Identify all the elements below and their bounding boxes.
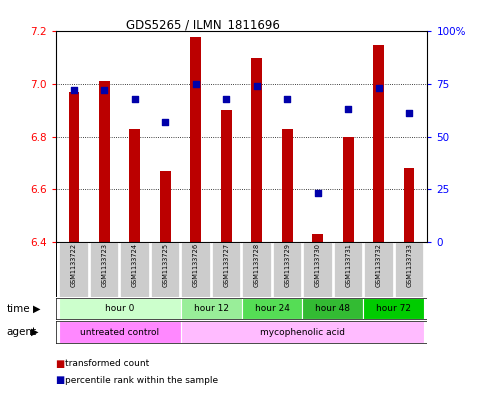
Text: GDS5265 / ILMN_1811696: GDS5265 / ILMN_1811696 [126, 18, 280, 31]
Bar [302, 298, 363, 319]
Bar [58, 298, 181, 319]
Text: GSM1133733: GSM1133733 [406, 243, 412, 287]
Point [375, 85, 383, 91]
Point [100, 87, 108, 94]
Text: GSM1133728: GSM1133728 [254, 243, 260, 287]
Bar [181, 298, 242, 319]
Bar [181, 321, 425, 343]
Bar [334, 242, 362, 297]
Bar [343, 137, 354, 242]
Bar [212, 242, 240, 297]
Point [161, 119, 169, 125]
Text: GSM1133724: GSM1133724 [132, 243, 138, 287]
Bar [69, 92, 79, 242]
Bar [363, 298, 425, 319]
Text: hour 48: hour 48 [315, 304, 351, 313]
Text: untreated control: untreated control [80, 328, 159, 336]
Bar [58, 321, 181, 343]
Point [284, 95, 291, 102]
Text: agent: agent [6, 327, 36, 337]
Bar [90, 242, 118, 297]
Bar [242, 242, 271, 297]
Bar [404, 168, 414, 242]
Text: hour 72: hour 72 [376, 304, 412, 313]
Point [131, 95, 139, 102]
Text: GSM1133732: GSM1133732 [376, 243, 382, 287]
Text: GSM1133729: GSM1133729 [284, 243, 290, 287]
Text: ■: ■ [56, 375, 65, 386]
Bar [303, 242, 332, 297]
Point [344, 106, 352, 112]
Bar [151, 242, 179, 297]
Bar [282, 129, 293, 242]
Bar [129, 129, 140, 242]
Bar [181, 242, 210, 297]
Text: GSM1133725: GSM1133725 [162, 243, 168, 287]
Bar [364, 242, 393, 297]
Text: GSM1133726: GSM1133726 [193, 243, 199, 287]
Bar [272, 242, 301, 297]
Text: ▶: ▶ [31, 327, 39, 337]
Text: GSM1133723: GSM1133723 [101, 243, 107, 287]
Point [253, 83, 261, 89]
Point [222, 95, 230, 102]
Bar [395, 242, 423, 297]
Point [192, 81, 199, 87]
Text: percentile rank within the sample: percentile rank within the sample [65, 376, 218, 385]
Text: mycophenolic acid: mycophenolic acid [260, 328, 345, 336]
Bar [99, 81, 110, 242]
Text: GSM1133727: GSM1133727 [223, 243, 229, 287]
Bar [190, 37, 201, 242]
Point [70, 87, 78, 94]
Bar [120, 242, 149, 297]
Bar [160, 171, 170, 242]
Point [314, 190, 322, 196]
Text: time: time [6, 303, 30, 314]
Bar [252, 58, 262, 242]
Point [405, 110, 413, 117]
Text: ■: ■ [56, 358, 65, 369]
Text: hour 12: hour 12 [194, 304, 228, 313]
Text: GSM1133722: GSM1133722 [71, 243, 77, 287]
Bar [221, 110, 231, 242]
Bar [59, 242, 88, 297]
Text: hour 24: hour 24 [255, 304, 289, 313]
Text: GSM1133731: GSM1133731 [345, 243, 351, 287]
Bar [242, 298, 302, 319]
Bar [373, 44, 384, 242]
Text: transformed count: transformed count [65, 359, 149, 368]
Bar [313, 234, 323, 242]
Text: hour 0: hour 0 [105, 304, 134, 313]
Text: GSM1133730: GSM1133730 [315, 243, 321, 287]
Text: ▶: ▶ [33, 303, 41, 314]
